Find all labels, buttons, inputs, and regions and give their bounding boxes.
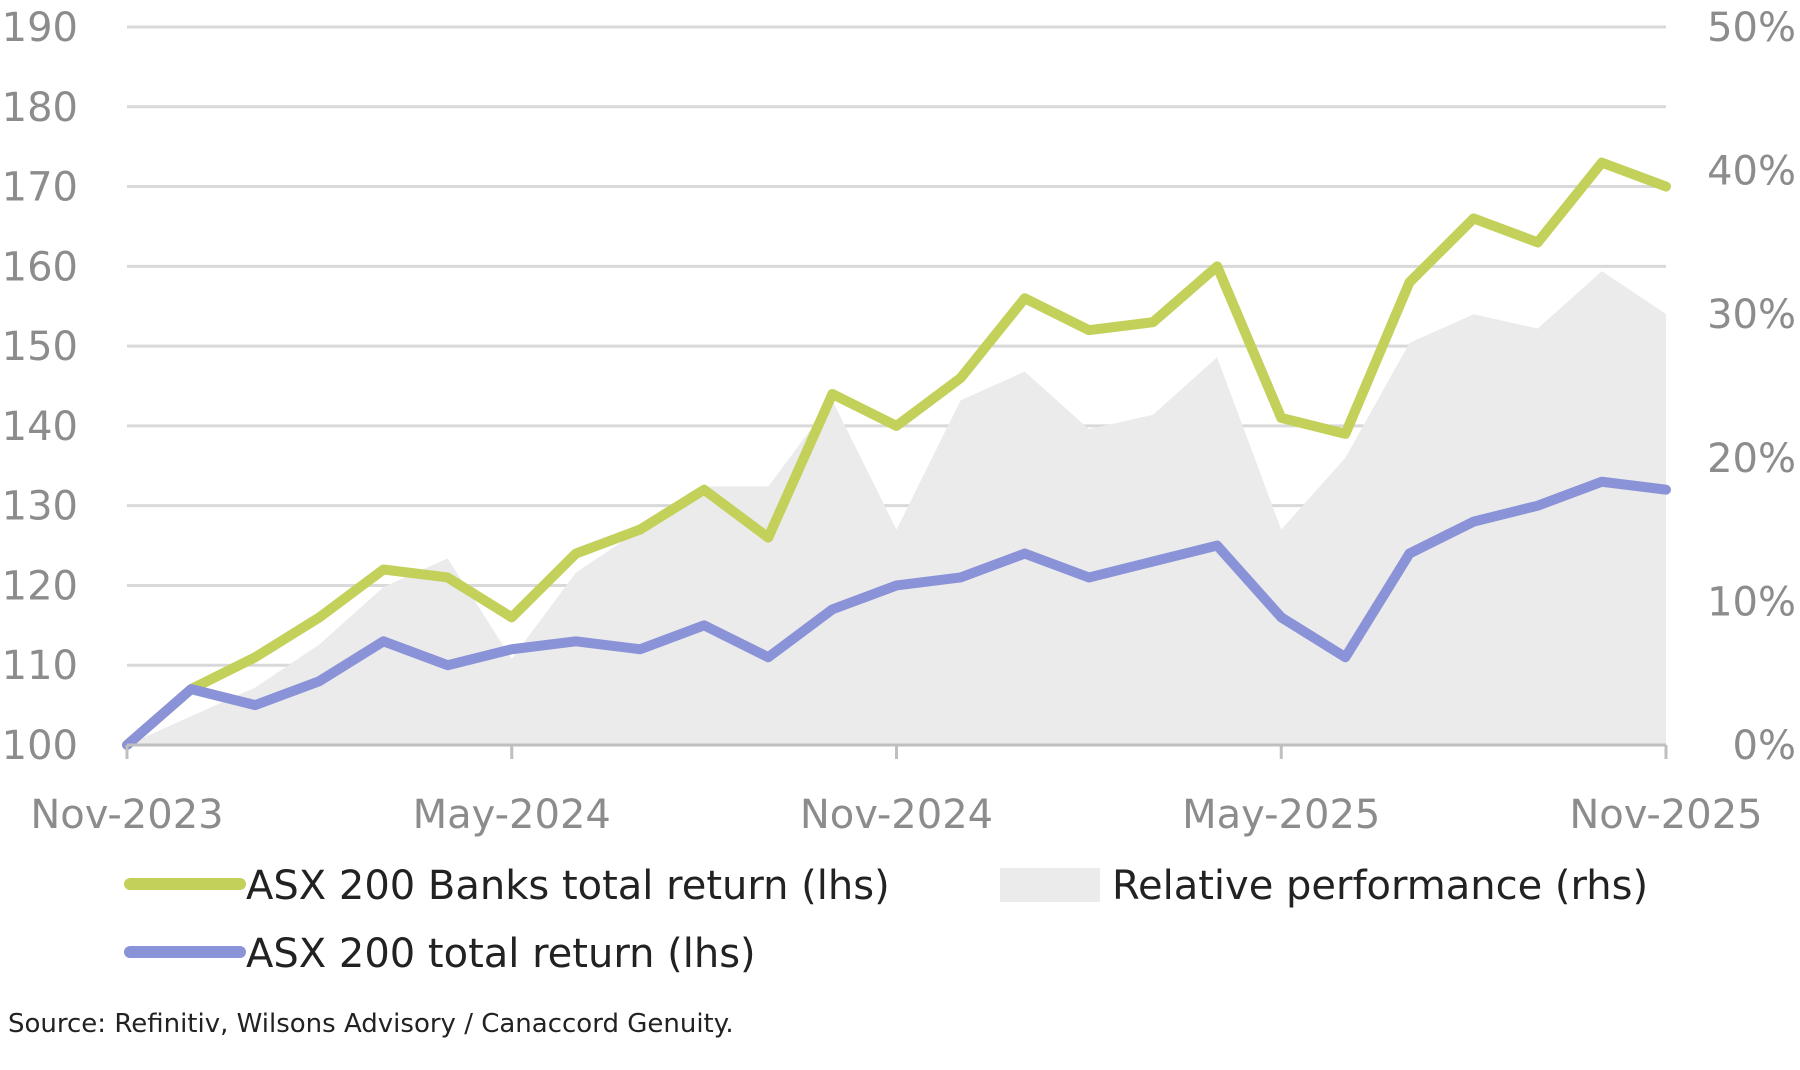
left-axis-ticks: 100 110 120 130 140 150 160 170 180 190: [2, 5, 78, 769]
y-right-tick-label: 50%: [1707, 5, 1796, 51]
x-tick-label: May-2024: [413, 792, 611, 838]
y-left-tick-label: 190: [2, 5, 78, 51]
legend-banks-label: ASX 200 Banks total return (lhs): [246, 863, 890, 909]
legend-relative-label: Relative performance (rhs): [1112, 863, 1648, 909]
lines-layer: [122, 157, 1671, 750]
x-axis-ticks: Nov-2023 May-2024 Nov-2024 May-2025 Nov-2025: [30, 792, 1762, 838]
x-tick-label: Nov-2024: [800, 792, 993, 838]
right-axis-ticks: 0% 10% 20% 30% 40% 50%: [1707, 5, 1796, 769]
y-left-tick-label: 170: [2, 165, 78, 211]
y-right-tick-label: 30%: [1707, 292, 1796, 338]
source-note: Source: Refinitiv, Wilsons Advisory / Ca…: [8, 1009, 734, 1039]
y-left-tick-label: 150: [2, 324, 78, 370]
y-right-tick-label: 40%: [1707, 149, 1796, 195]
legend-asx-label: ASX 200 total return (lhs): [246, 931, 756, 977]
y-right-tick-label: 0%: [1733, 723, 1796, 769]
y-left-tick-label: 120: [2, 563, 78, 609]
y-left-tick-label: 160: [2, 244, 78, 290]
x-tick-label: Nov-2025: [1569, 792, 1762, 838]
axes-layer: [125, 743, 1668, 759]
x-tick-label: Nov-2023: [30, 792, 223, 838]
y-left-tick-label: 110: [2, 643, 78, 689]
x-tick-label: May-2025: [1182, 792, 1380, 838]
y-left-tick-label: 180: [2, 85, 78, 131]
y-right-tick-label: 20%: [1707, 436, 1796, 482]
y-right-tick-label: 10%: [1707, 579, 1796, 625]
series-asx200-total-return-line: [122, 476, 1671, 750]
series-banks-total-return-line: [122, 157, 1671, 750]
legend: ASX 200 Banks total return (lhs) Relativ…: [124, 863, 1648, 977]
relative-performance-area-layer: [127, 271, 1666, 745]
y-left-tick-label: 130: [2, 484, 78, 530]
y-left-tick-label: 100: [2, 723, 78, 769]
legend-relative-swatch: [1000, 868, 1100, 902]
series-relative-performance-area: [127, 271, 1666, 745]
y-left-tick-label: 140: [2, 404, 78, 450]
